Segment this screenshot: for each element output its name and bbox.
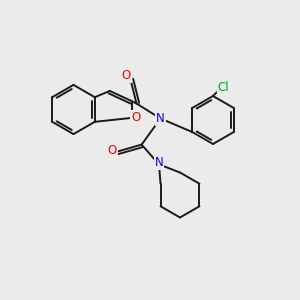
Text: O: O <box>122 69 130 82</box>
Text: N: N <box>156 112 165 125</box>
Text: O: O <box>108 143 117 157</box>
Text: O: O <box>131 111 140 124</box>
Text: Cl: Cl <box>218 81 229 94</box>
Text: N: N <box>154 156 164 170</box>
